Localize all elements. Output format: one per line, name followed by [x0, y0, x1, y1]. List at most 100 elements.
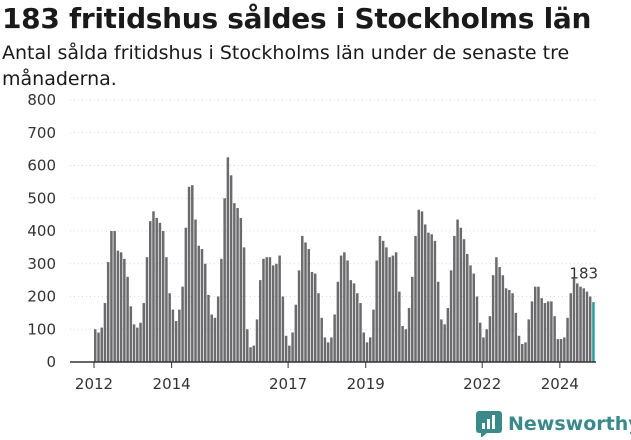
bar	[165, 257, 168, 362]
bar	[372, 309, 375, 362]
bar	[106, 262, 110, 362]
bar	[514, 312, 518, 363]
bar	[375, 260, 378, 362]
bar	[168, 293, 171, 362]
page-title: 183 fritidshus såldes i Stockholms län	[2, 2, 592, 35]
bar	[569, 293, 573, 362]
y-tick-label: 200	[27, 288, 56, 306]
bar	[398, 291, 401, 362]
bar	[110, 231, 113, 362]
bar	[181, 286, 184, 362]
bar	[423, 224, 427, 362]
bar	[139, 322, 142, 362]
bar	[320, 317, 323, 362]
bar	[304, 242, 307, 362]
annotation-layer: 183	[569, 264, 598, 282]
bar-series	[94, 157, 595, 363]
bar	[588, 296, 592, 362]
bar	[136, 327, 139, 362]
bar	[223, 198, 226, 362]
bar	[145, 257, 149, 362]
bar	[246, 329, 249, 362]
bar	[275, 263, 278, 362]
bar	[310, 271, 314, 362]
bar	[411, 276, 414, 362]
bar	[579, 286, 582, 362]
bar	[407, 307, 411, 362]
bar	[129, 306, 133, 362]
bar	[119, 252, 123, 362]
brand-logo: Newsworthy	[476, 408, 631, 440]
bar	[187, 186, 191, 362]
bar	[103, 303, 107, 362]
bar	[420, 211, 424, 362]
bar	[524, 342, 527, 362]
bar	[142, 303, 146, 362]
bar	[462, 239, 466, 362]
bar	[417, 209, 420, 362]
bar	[453, 235, 456, 362]
bar	[297, 270, 301, 362]
bar	[356, 293, 359, 362]
bar	[100, 327, 103, 362]
bar	[313, 273, 317, 362]
bar	[323, 337, 327, 362]
y-tick-label: 0	[46, 353, 56, 371]
y-axis-ticks: 0 100 200 300 400 500 600 700 800	[27, 91, 56, 371]
x-tick-label: 2024	[541, 375, 579, 393]
bar	[249, 347, 252, 362]
bar	[216, 296, 220, 362]
bar	[362, 332, 365, 362]
bar-latest	[592, 302, 595, 362]
bar	[404, 329, 408, 362]
bar	[336, 281, 340, 362]
bar	[466, 253, 469, 362]
bar	[472, 273, 475, 362]
bar	[307, 249, 311, 362]
x-tick-label: 2014	[153, 375, 191, 393]
bar	[155, 217, 158, 362]
x-axis: 2012 2014 2017 2019 2022 2024	[70, 361, 596, 393]
bar	[207, 294, 210, 362]
bar	[197, 245, 201, 362]
bar	[278, 255, 281, 362]
bar	[330, 337, 333, 362]
bar	[126, 276, 129, 362]
bar	[317, 293, 320, 362]
bar	[485, 329, 488, 362]
bar	[239, 217, 243, 362]
bar	[184, 227, 188, 362]
annotation-label: 183	[569, 264, 598, 282]
bar	[284, 335, 288, 362]
bar	[511, 293, 514, 362]
bar	[491, 275, 495, 362]
bar	[508, 289, 511, 362]
bar	[203, 263, 207, 362]
bar	[255, 319, 259, 362]
bar	[543, 303, 547, 362]
bar	[401, 325, 404, 362]
bar	[226, 157, 230, 362]
bar	[459, 227, 463, 362]
bar	[343, 252, 346, 362]
x-tick-label: 2022	[463, 375, 501, 393]
bar	[436, 281, 440, 362]
bar	[381, 240, 385, 362]
bar	[449, 270, 453, 362]
chart-logo-icon	[476, 411, 502, 437]
bar	[152, 211, 155, 362]
y-tick-label: 300	[27, 255, 56, 273]
bar	[365, 342, 369, 362]
bar	[174, 321, 178, 362]
bar	[132, 324, 136, 362]
bar	[440, 319, 443, 362]
bar	[478, 322, 482, 362]
bar	[339, 255, 343, 362]
bar	[475, 296, 479, 362]
bar	[326, 342, 330, 362]
bar	[200, 249, 204, 362]
bar	[427, 232, 430, 362]
bar	[123, 258, 126, 362]
bar	[94, 329, 97, 362]
grid-lines	[70, 99, 596, 330]
